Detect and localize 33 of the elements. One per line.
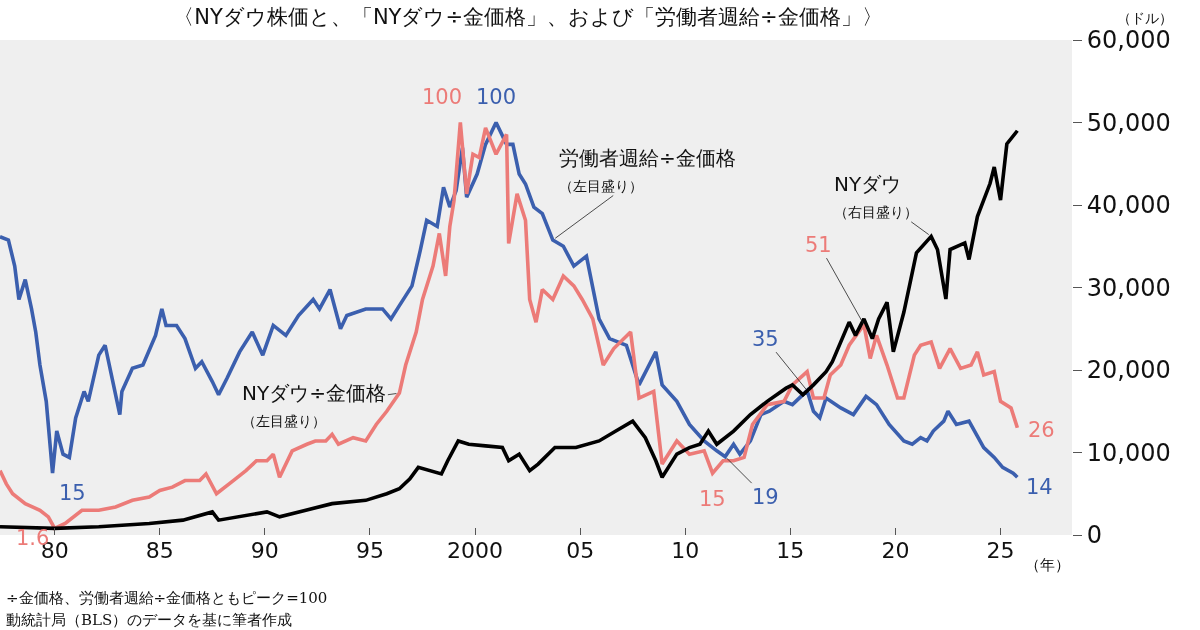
x-tick-label: 85 (145, 538, 174, 563)
data-label: 51 (805, 233, 832, 257)
x-tick-label: 95 (355, 538, 384, 563)
x-tick-label: 10 (671, 538, 700, 563)
y2-axis-title: （ドル） (1117, 10, 1173, 26)
y2-tick-label: 60,000 (1086, 26, 1171, 55)
x-tick-label: 25 (986, 538, 1015, 563)
x-axis-title: （年） (1025, 556, 1070, 574)
x-tick-label: 20 (881, 538, 910, 563)
y2-tick-label: 40,000 (1086, 191, 1171, 220)
text: ÷金価格、労働者週給÷金価格ともピーク=100 (6, 589, 328, 607)
data-label: 26 (1028, 418, 1055, 442)
data-label: 19 (752, 485, 779, 509)
x-tick-label: 90 (250, 538, 279, 563)
y2-tick-label: 30,000 (1086, 273, 1171, 302)
x-tick-label: 05 (566, 538, 595, 563)
y2-tick-label: 50,000 (1086, 108, 1171, 137)
y2-tick-label: 20,000 (1086, 356, 1171, 385)
data-label: 35 (752, 327, 779, 351)
series-label: NYダウ÷金価格（左目盛り） (242, 381, 386, 429)
y2-tick-label: 10,000 (1086, 438, 1171, 467)
data-label: 14 (1026, 475, 1053, 499)
data-label: 100 (422, 85, 463, 109)
y2-tick-label: 0 (1086, 521, 1103, 550)
x-tick-label: 2000 (447, 538, 504, 563)
series-label: NYダウ（右目盛り） (834, 172, 918, 220)
data-label: 100 (476, 85, 517, 109)
chart-title: 〈NYダウ株価と、「NYダウ÷金価格」、および「労働者週給÷金価格」〉 (173, 5, 883, 30)
x-tick-label: 15 (776, 538, 805, 563)
text: 動統計局（BLS）のデータを基に筆者作成 (6, 611, 293, 629)
series-label: 労働者週給÷金価格（左目盛り） (559, 146, 736, 194)
data-label: 15 (59, 481, 86, 505)
data-label: 15 (699, 487, 726, 511)
